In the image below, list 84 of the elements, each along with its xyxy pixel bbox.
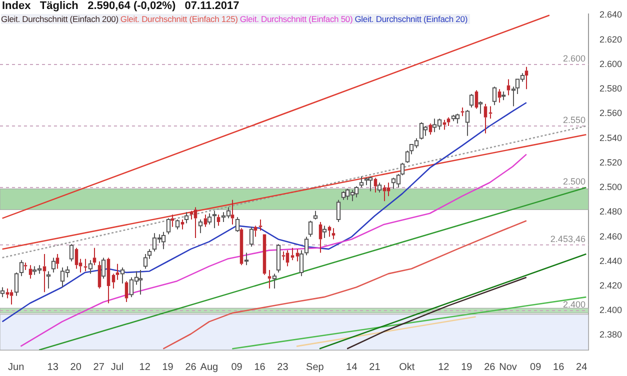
text: Gleit. Durchschnitt (Einfach 20): [354, 14, 468, 24]
candlestick: [446, 116, 450, 126]
y-tick-label: 2.540: [599, 132, 622, 143]
x-tick-label: 09: [231, 362, 243, 373]
x-tick-label: Jul: [110, 362, 124, 373]
candlestick: [374, 177, 378, 193]
candlestick: [282, 251, 286, 261]
x-tick-label: 16: [254, 362, 266, 373]
candlestick: [6, 288, 10, 299]
candlestick: [268, 270, 272, 289]
text: Gleit. Durchschnitt (Einfach 200): [1, 14, 118, 24]
x-tick-label: 27: [93, 362, 105, 373]
text: Gleit. Durchschnitt (Einfach 125): [120, 14, 238, 24]
y-tick-label: 2.580: [599, 84, 622, 94]
x-tick-label: 12: [139, 362, 151, 373]
candlestick: [524, 66, 528, 90]
candlestick: [124, 280, 128, 302]
candlestick: [258, 219, 262, 232]
candlestick: [484, 103, 488, 134]
x-tick-label: 14: [346, 362, 358, 373]
candlestick: [290, 247, 294, 261]
text: Gleit. Durchschnitt (Einfach 50): [240, 14, 353, 24]
candlestick: [24, 262, 28, 270]
candlestick: [28, 264, 32, 280]
ref-line-label: 2.453,46: [550, 234, 586, 244]
x-tick-label: 19: [461, 362, 473, 373]
ref-line-label: 2.600: [562, 53, 586, 64]
candlestick: [216, 214, 220, 226]
x-tick-label: 09: [530, 362, 542, 373]
ref-line-label: 2.550: [562, 114, 586, 125]
x-tick-label: Jun: [8, 362, 24, 373]
candlestick: [106, 257, 110, 304]
candlestick: [474, 90, 478, 110]
y-tick-label: 2.420: [599, 280, 622, 290]
x-tick-label: 24: [576, 362, 588, 373]
candlestick: [442, 119, 446, 130]
candlestick: [180, 219, 184, 230]
y-tick-label: 2.520: [599, 157, 622, 168]
y-tick-label: 2.480: [599, 206, 622, 217]
x-tick-label: 20: [70, 362, 82, 373]
x-tick-label: Okt: [399, 362, 415, 373]
candlestick: [240, 228, 244, 266]
chart-title: Index Täglich 2.590,64 (-0,02%) 07.11.2017: [2, 0, 240, 12]
candlestick: [204, 214, 208, 228]
y-tick-label: 2.460: [599, 231, 622, 242]
candlestick: [318, 222, 322, 254]
candlestick: [262, 234, 266, 276]
y-tick-label: 2.640: [599, 10, 622, 20]
candlestick: [286, 250, 290, 267]
candlestick: [498, 88, 502, 104]
y-tick-label: 2.620: [599, 34, 622, 44]
x-tick-label: 13: [47, 362, 59, 373]
x-tick-label: 21: [369, 362, 381, 373]
x-tick-label: Aug: [200, 362, 218, 373]
y-tick-label: 2.380: [599, 330, 622, 340]
ref-line-label: 2.400: [562, 300, 586, 310]
y-tick-label: 2.440: [599, 256, 622, 266]
x-tick-label: Sep: [306, 362, 324, 373]
ref-line-label: 2.500: [562, 176, 586, 187]
candlestick: [98, 260, 102, 289]
candlestick: [92, 247, 96, 266]
candlestick: [56, 254, 60, 270]
candlestick: [112, 273, 116, 289]
x-tick-label: 16: [553, 362, 565, 373]
y-tick-label: 2.400: [599, 305, 622, 316]
x-tick-label: Nov: [499, 362, 517, 373]
x-tick-label: 12: [438, 362, 450, 373]
candlestick: [10, 289, 14, 305]
candlestick: [506, 78, 510, 96]
candlestick: [332, 228, 336, 240]
x-tick-label: 26: [185, 362, 197, 373]
candlestick: [170, 214, 174, 228]
candlestick: [190, 210, 194, 220]
candlestick: [460, 107, 464, 117]
y-tick-label: 2.600: [599, 58, 622, 69]
x-tick-label: 19: [162, 362, 174, 373]
y-tick-label: 2.560: [599, 108, 622, 118]
candlestick: [194, 206, 198, 238]
candlestick: [230, 199, 234, 225]
candlestick: [74, 247, 78, 270]
x-tick-label: 26: [484, 362, 496, 373]
y-tick-label: 2.500: [599, 182, 622, 192]
candlestick: [116, 263, 120, 280]
x-tick-label: 23: [277, 362, 289, 373]
